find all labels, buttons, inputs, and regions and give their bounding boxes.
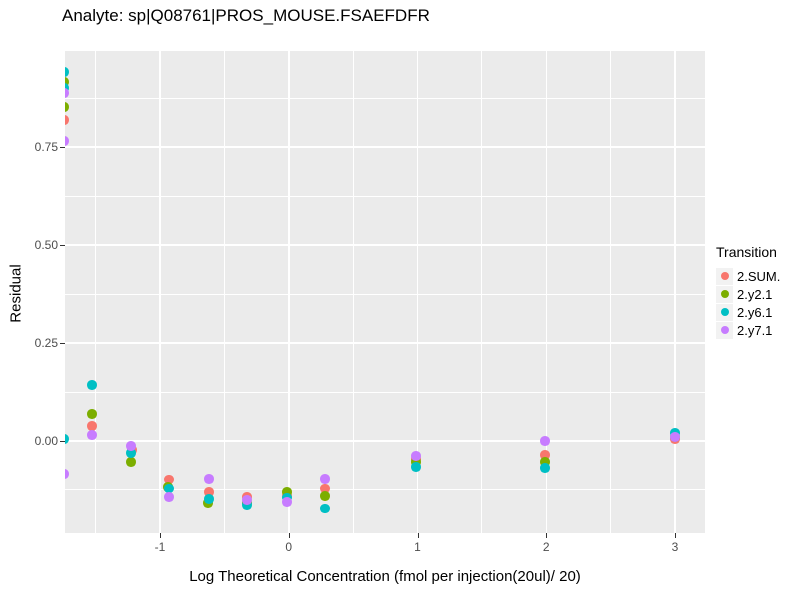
legend: Transition 2.SUM. 2.y2.1 2.y6.1 2.y7.1 (716, 244, 780, 339)
legend-item-label: 2.y6.1 (737, 304, 773, 320)
data-point (411, 451, 421, 461)
plot-area (65, 51, 705, 533)
major-gridline-y (65, 440, 705, 442)
minor-gridline-x (223, 51, 225, 533)
data-point (65, 102, 69, 112)
data-point (411, 462, 421, 472)
data-point (540, 457, 550, 467)
legend-key (716, 303, 733, 321)
legend-key (716, 285, 733, 303)
legend-item: 2.y2.1 (716, 285, 780, 303)
data-point (204, 487, 214, 497)
major-gridline-x (159, 51, 161, 533)
data-point (164, 492, 174, 502)
y-tick-mark (60, 342, 65, 344)
major-gridline-y (65, 146, 705, 148)
legend-key (716, 267, 733, 285)
data-point (87, 409, 97, 419)
data-point (87, 430, 97, 440)
y-tick-mark (60, 244, 65, 246)
y-tick-mark (60, 440, 65, 442)
data-point (282, 497, 292, 507)
minor-gridline-x (481, 51, 483, 533)
x-tick-mark (160, 533, 161, 538)
legend-item-label: 2.y7.1 (737, 322, 773, 338)
legend-item: 2.y6.1 (716, 303, 780, 321)
legend-item-label: 2.SUM. (737, 268, 781, 284)
data-point (65, 83, 69, 93)
legend-dot-icon (720, 290, 729, 298)
minor-gridline-y (65, 97, 705, 99)
minor-gridline-x (610, 51, 612, 533)
legend-item: 2.y7.1 (716, 321, 780, 339)
data-point (126, 448, 136, 458)
major-gridline-x (545, 51, 547, 533)
legend-items: 2.SUM. 2.y2.1 2.y6.1 2.y7.1 (716, 267, 780, 339)
legend-item-label: 2.y2.1 (737, 286, 773, 302)
major-gridline-x (288, 51, 290, 533)
x-tick-mark (675, 533, 676, 538)
minor-gridline-y (65, 489, 705, 491)
x-tick-mark (546, 533, 548, 538)
data-point (320, 474, 330, 484)
legend-dot-icon (720, 308, 729, 316)
legend-key (716, 321, 733, 339)
x-tick-label: 3 (671, 540, 679, 554)
data-point (540, 450, 550, 460)
minor-gridline-y (65, 391, 705, 393)
data-point (320, 483, 330, 494)
x-tick-label: -1 (154, 540, 166, 554)
major-gridline-y (65, 342, 705, 344)
data-point (65, 77, 69, 87)
y-tick-label: 0.25 (34, 335, 58, 350)
y-tick-label: 0.75 (34, 140, 58, 154)
legend-dot-icon (720, 326, 729, 334)
major-gridline-y (65, 244, 705, 246)
x-tick-label: 2 (542, 540, 550, 554)
x-axis-title: Log Theoretical Concentration (fmol per … (189, 568, 581, 585)
data-point (65, 88, 69, 98)
data-point (540, 436, 550, 446)
data-point (65, 136, 69, 146)
data-point (320, 503, 330, 514)
major-gridline-x (674, 51, 676, 533)
minor-gridline-x (95, 51, 97, 533)
major-gridline-x (416, 51, 419, 533)
data-point (242, 495, 252, 505)
data-point (65, 115, 69, 125)
data-point (164, 483, 174, 494)
data-point (65, 434, 69, 444)
legend-title: Transition (716, 244, 777, 260)
minor-gridline-x (352, 51, 354, 533)
y-tick-label: 0.00 (34, 433, 58, 448)
data-point (164, 474, 174, 485)
data-point (320, 491, 330, 501)
y-tick-mark (60, 147, 65, 148)
data-point (204, 474, 214, 484)
x-tick-mark (417, 533, 419, 538)
data-point (540, 463, 550, 473)
legend-dot-icon (720, 272, 729, 280)
data-point (282, 487, 292, 497)
data-point (65, 469, 69, 479)
data-point (126, 457, 136, 467)
minor-gridline-y (65, 195, 705, 197)
minor-gridline-y (65, 293, 705, 295)
data-point (204, 494, 214, 504)
x-tick-label: 0 (285, 540, 293, 554)
legend-item: 2.SUM. (716, 267, 780, 285)
data-point (87, 421, 97, 431)
plot-title: Analyte: sp|Q08761|PROS_MOUSE.FSAEFDFR (62, 6, 430, 25)
data-point (670, 432, 680, 442)
data-point (126, 441, 136, 451)
y-tick-label: 0.50 (34, 237, 58, 252)
y-axis-title: Residual (7, 264, 25, 323)
data-point (87, 380, 97, 390)
x-tick-mark (288, 533, 290, 538)
x-tick-label: 1 (414, 540, 421, 554)
data-point (65, 67, 69, 77)
